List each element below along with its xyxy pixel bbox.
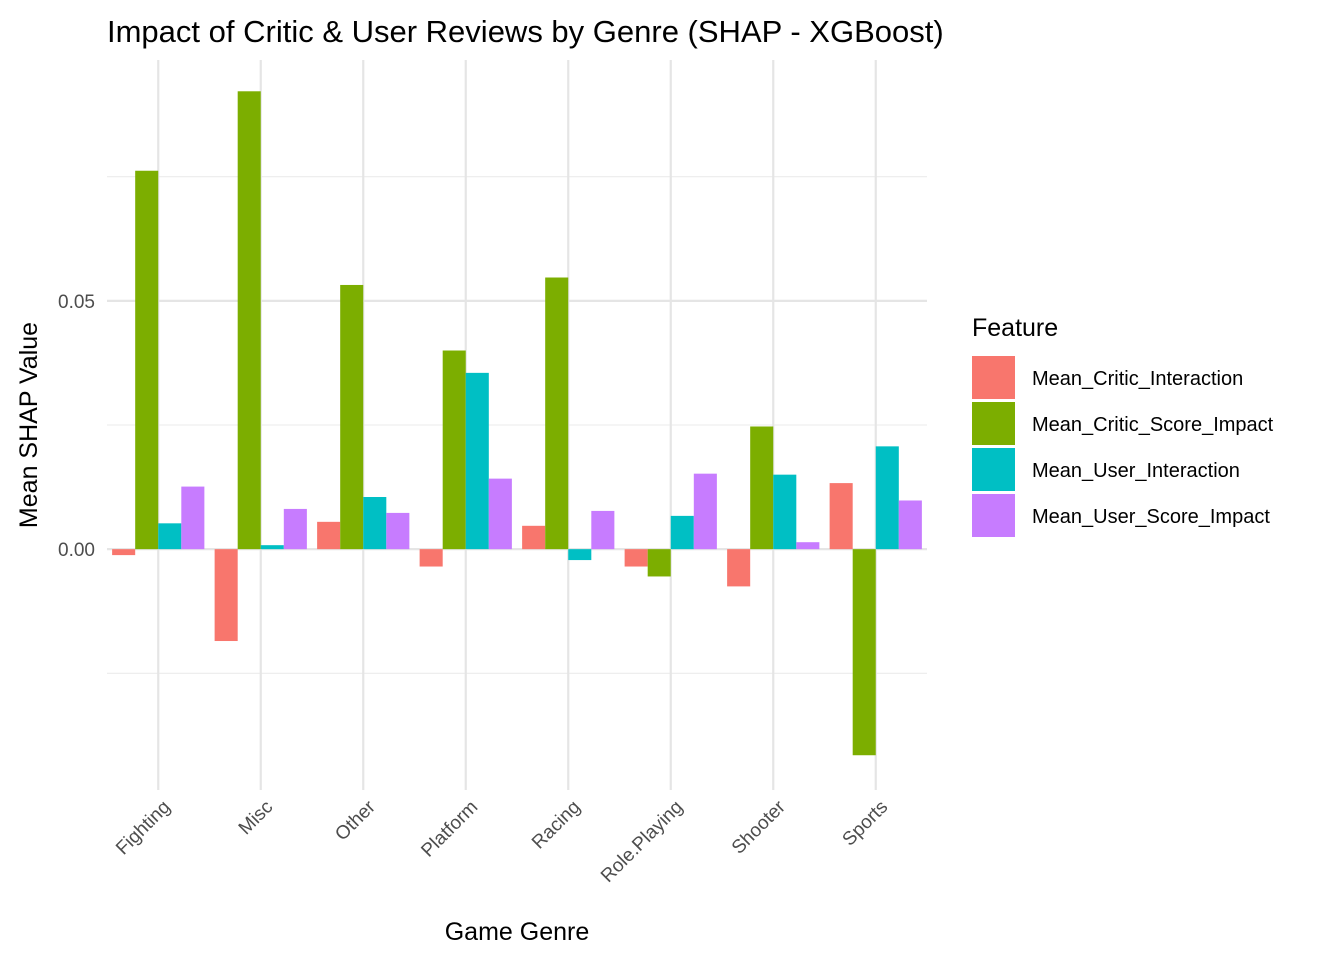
x-tick-label: Shooter [728, 796, 790, 858]
bar-sports-mean-critic-interaction [829, 483, 853, 550]
bar-other-mean-user-interaction [363, 497, 387, 550]
bar-role-playing-mean-critic-interaction [624, 549, 648, 567]
x-tick-label: Other [331, 796, 380, 845]
bar-shooter-mean-critic-score-impact [750, 426, 774, 550]
x-tick-label: Sports [839, 797, 893, 851]
bar-fighting-mean-critic-interaction [112, 549, 136, 556]
x-axis-ticks: Fighting Misc Other Platform Racing Role.Play… [112, 796, 892, 887]
x-tick-label: Misc [235, 797, 277, 839]
bar-platform-mean-user-interaction [465, 372, 489, 550]
bar-role-playing-mean-critic-score-impact [647, 549, 671, 577]
x-tick-label: Role.Playing [597, 797, 687, 887]
bar-misc-mean-critic-interaction [214, 549, 238, 642]
x-tick-label: Platform [417, 797, 482, 862]
legend: Feature Mean_Critic_Interaction Mean_Crit… [972, 314, 1274, 537]
bar-other-mean-critic-interaction [317, 521, 341, 550]
bars [112, 91, 922, 756]
bar-other-mean-user-score-impact [386, 512, 410, 550]
bar-racing-mean-user-score-impact [591, 510, 615, 550]
x-axis-title: Game Genre [445, 918, 590, 946]
legend-label: Mean_User_Score_Impact [1032, 506, 1270, 528]
y-axis-ticks: 0.00 0.05 [58, 292, 95, 561]
legend-key-mean-user-interaction [972, 448, 1015, 491]
bar-fighting-mean-user-interaction [158, 523, 182, 550]
legend-key-mean-critic-interaction [972, 356, 1015, 399]
y-axis-title: Mean SHAP Value [15, 322, 43, 528]
legend-label: Mean_User_Interaction [1032, 460, 1240, 482]
chart-title: Impact of Critic & User Reviews by Genre… [107, 14, 944, 49]
y-tick-label: 0.00 [58, 540, 95, 561]
bar-misc-mean-user-interaction [260, 545, 284, 550]
bar-sports-mean-user-score-impact [898, 500, 922, 550]
grid-lines [107, 60, 927, 790]
bar-shooter-mean-user-score-impact [796, 542, 820, 550]
bar-role-playing-mean-user-score-impact [693, 473, 717, 550]
bar-sports-mean-critic-score-impact [852, 549, 876, 756]
legend-label: Mean_Critic_Interaction [1032, 368, 1243, 390]
bar-misc-mean-critic-score-impact [237, 91, 261, 550]
bar-platform-mean-user-score-impact [488, 478, 512, 550]
bar-shooter-mean-user-interaction [773, 474, 797, 550]
bar-role-playing-mean-user-interaction [670, 515, 694, 550]
bar-shooter-mean-critic-interaction [727, 549, 751, 587]
legend-label: Mean_Critic_Score_Impact [1032, 414, 1274, 436]
bar-racing-mean-critic-score-impact [545, 277, 569, 550]
bar-sports-mean-user-interaction [875, 446, 899, 550]
legend-key-mean-critic-score-impact [972, 402, 1015, 445]
bar-platform-mean-critic-interaction [419, 549, 443, 567]
bar-platform-mean-critic-score-impact [442, 350, 466, 550]
legend-key-mean-user-score-impact [972, 494, 1015, 537]
bar-racing-mean-critic-interaction [522, 525, 546, 550]
bar-racing-mean-user-interaction [568, 549, 592, 561]
bar-fighting-mean-critic-score-impact [135, 170, 159, 550]
legend-title: Feature [972, 314, 1058, 342]
bar-other-mean-critic-score-impact [340, 284, 364, 550]
y-tick-label: 0.05 [58, 292, 95, 313]
x-tick-label: Fighting [112, 797, 175, 860]
bar-fighting-mean-user-score-impact [181, 486, 205, 550]
x-tick-label: Racing [528, 797, 585, 854]
bar-misc-mean-user-score-impact [283, 508, 307, 550]
